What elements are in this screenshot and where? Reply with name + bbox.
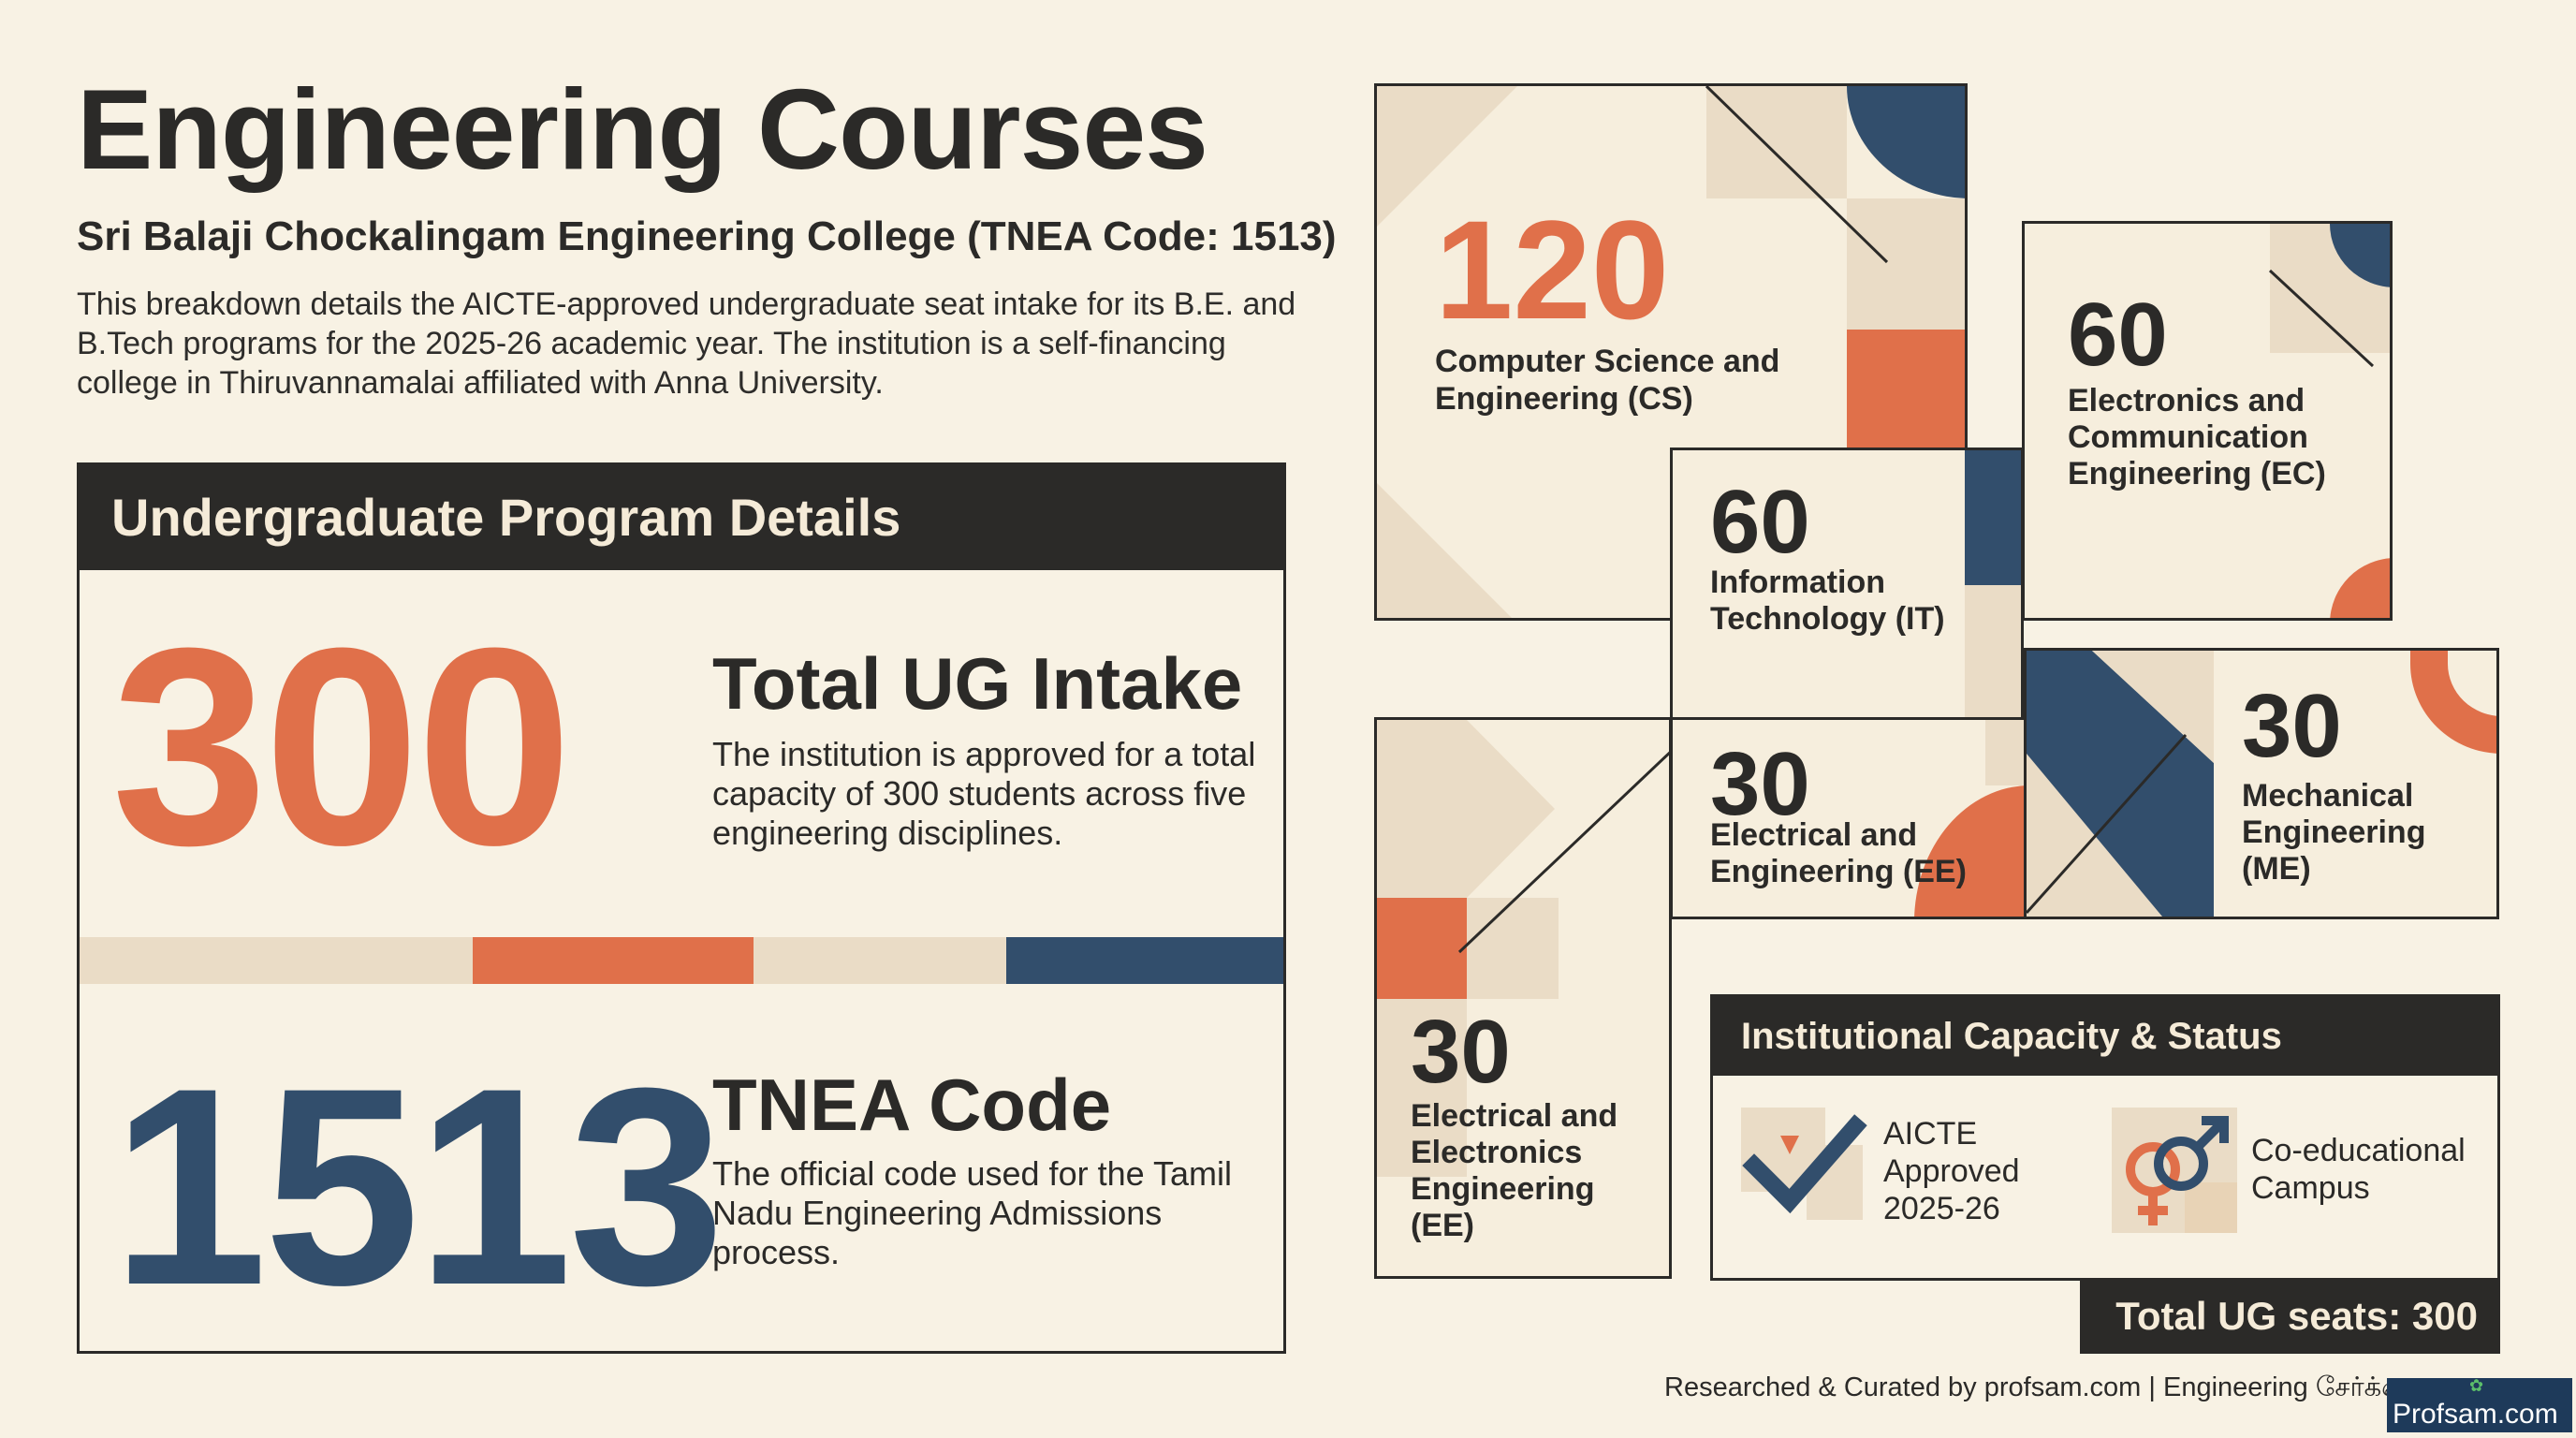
course-name: Electronics and Communication Engineerin…	[2068, 383, 2326, 492]
checkmark-icon	[1741, 1108, 1872, 1231]
tile-decoration	[1673, 450, 2021, 718]
course-name: Information Technology (IT)	[1710, 565, 1945, 637]
program-details-panel: Undergraduate Program Details 300 Total …	[77, 462, 1286, 1354]
course-seats: 30	[1710, 734, 1810, 834]
capacity-heading: Institutional Capacity & Status	[1713, 997, 2497, 1076]
tile-decoration	[1673, 720, 2025, 917]
tile-decoration	[2025, 224, 2390, 618]
course-seats: 60	[1710, 472, 1810, 572]
page-subtitle: Sri Balaji Chockalingam Engineering Coll…	[77, 213, 1337, 259]
color-stripe	[80, 937, 1283, 984]
intro-text: This breakdown details the AICTE-approve…	[77, 286, 1296, 401]
course-seats: 60	[2068, 285, 2168, 385]
brand-badge-text: Profsam.com	[2393, 1399, 2558, 1430]
page-title: Engineering Courses	[77, 66, 1208, 193]
footer-credit-container: Researched & Curated by profsam.com | En…	[1664, 1367, 2387, 1412]
total-seats-bar: Total UG seats: 300	[2080, 1279, 2500, 1354]
course-seats: 30	[1411, 1002, 1511, 1102]
brand-badge[interactable]: ✿ Profsam.com	[2387, 1376, 2572, 1432]
course-seats: 30	[2242, 676, 2342, 776]
aicte-status-text: AICTE Approved 2025-26	[1883, 1116, 2020, 1226]
course-tile-cs: 120 Computer Science and Engineering (CS…	[1374, 83, 1968, 621]
course-tile-ec: 60 Electronics and Communication Enginee…	[2022, 221, 2393, 621]
panel-heading: Undergraduate Program Details	[80, 465, 1283, 570]
course-name: Mechanical Engineering (ME)	[2242, 778, 2426, 887]
intake-number: 300	[111, 589, 573, 903]
course-tile-ee: 30 Electrical and Engineering (EE)	[1670, 717, 2027, 919]
intake-title: Total UG Intake	[712, 642, 1243, 725]
code-title: TNEA Code	[712, 1064, 1112, 1146]
course-name: Electrical and Engineering (EE)	[1710, 817, 1967, 889]
tile-decoration	[1377, 720, 1669, 1276]
course-tile-me: 30 Mechanical Engineering (ME)	[2024, 648, 2499, 919]
brand-logo-icon: ✿	[2469, 1376, 2484, 1395]
course-seats: 120	[1435, 191, 1670, 348]
code-number: 1513	[111, 1029, 724, 1343]
course-tile-eee: 30 Electrical and Electronics Engineerin…	[1374, 717, 1672, 1279]
capacity-status-box: Institutional Capacity & Status AICTE Ap…	[1710, 994, 2500, 1281]
course-name: Electrical and Electronics Engineering (…	[1411, 1098, 1618, 1243]
footer-credit: Researched & Curated by profsam.com | En…	[1664, 1372, 2387, 1402]
coed-status-text: Co-educational Campus	[2251, 1133, 2466, 1206]
gender-icon	[2112, 1108, 2237, 1233]
code-description: The official code used for the Tamil Nad…	[712, 1154, 1232, 1271]
tile-decoration	[2027, 651, 2496, 917]
course-tile-it: 60 Information Technology (IT)	[1670, 448, 2024, 721]
course-name: Computer Science and Engineering (CS)	[1435, 344, 1780, 417]
intake-description: The institution is approved for a total …	[712, 735, 1256, 852]
